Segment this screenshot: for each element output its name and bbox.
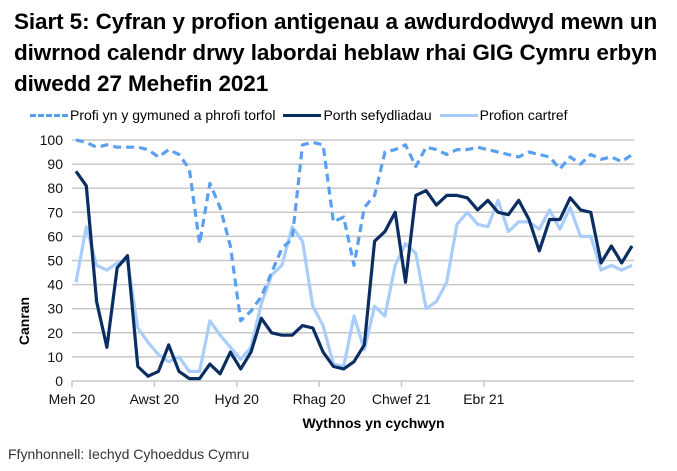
- y-tick-label: 40: [47, 277, 63, 293]
- y-tick-label: 90: [47, 156, 63, 172]
- y-axis-label: Canran: [16, 296, 32, 346]
- series-line-2: [74, 198, 633, 373]
- y-tick-label: 20: [47, 325, 63, 341]
- y-tick-label: 100: [40, 132, 64, 148]
- legend-item-organisation-portal: Porth sefydliadau: [283, 107, 432, 123]
- x-axis-label: Wythnos yn cychwyn: [302, 415, 445, 431]
- y-tick-label: 80: [47, 180, 63, 196]
- x-tick-label: Ebr 21: [463, 391, 504, 407]
- source-note: Ffynhonnell: Iechyd Cyhoeddus Cymru: [8, 446, 250, 462]
- y-tick-label: 10: [47, 349, 63, 365]
- y-axis-label-container: Canran: [14, 293, 34, 353]
- series-line-0: [75, 138, 633, 323]
- y-tick-label: 30: [47, 301, 63, 317]
- x-tick-label: Meh 20: [49, 391, 96, 407]
- dashed-line-swatch-icon: [30, 113, 68, 117]
- legend-label: Porth sefydliadau: [323, 107, 432, 123]
- dark-line-swatch-icon: [283, 113, 322, 117]
- x-tick-label: Chwef 21: [372, 391, 431, 407]
- legend: Profi yn y gymuned a phrofi torfol Porth…: [30, 107, 576, 123]
- y-tick-label: 60: [47, 228, 63, 244]
- legend-item-community-testing: Profi yn y gymuned a phrofi torfol: [30, 107, 275, 123]
- series-line-1: [74, 170, 634, 381]
- y-tick-label: 70: [47, 204, 63, 220]
- light-line-swatch-icon: [439, 113, 478, 117]
- legend-label: Profi yn y gymuned a phrofi torfol: [70, 107, 276, 123]
- y-tick-label: 0: [55, 373, 63, 389]
- legend-label: Profion cartref: [479, 107, 568, 123]
- x-tick-label: Rhag 20: [293, 391, 346, 407]
- y-tick-label: 50: [47, 253, 63, 269]
- x-tick-label: Hyd 20: [215, 391, 260, 407]
- chart-title: Siart 5: Cyfran y profion antigenau a aw…: [14, 9, 658, 96]
- legend-item-home-tests: Profion cartref: [439, 107, 568, 123]
- x-tick-label: Awst 20: [130, 391, 180, 407]
